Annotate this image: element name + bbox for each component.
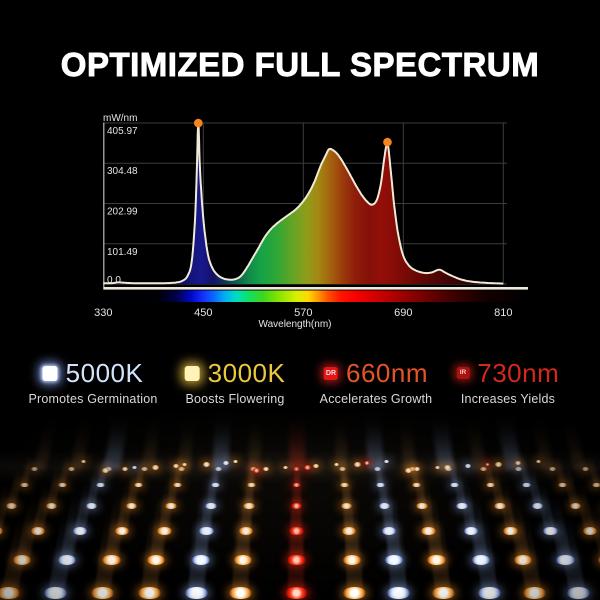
spectrum-area <box>103 124 504 284</box>
peak-marker-dot <box>383 137 392 147</box>
y-axis-tick: 405.97 <box>107 126 138 137</box>
feature-value-row: IR 730nm <box>456 358 560 388</box>
feature-value-row: 3000K <box>184 358 286 388</box>
light-streak <box>187 514 211 594</box>
light-streak <box>343 514 363 594</box>
spectrum-chart: mW/nm 405.97 304.48 202.99 101.49 0.0 330 450 57… <box>94 113 529 330</box>
x-axis-tick: 330 <box>94 307 112 319</box>
warm-white-led-icon <box>184 365 200 381</box>
y-axis-tick: 304.48 <box>107 166 138 177</box>
peak-marker-dot <box>194 118 203 128</box>
led-dot <box>0 527 4 535</box>
feature-value: 5000K <box>65 358 144 388</box>
feature-730nm: IR 730nm Increases Yields <box>456 358 560 406</box>
x-axis-tick: 810 <box>494 307 512 319</box>
y-axis-tick: 101.49 <box>107 247 138 258</box>
led-dot <box>387 586 411 600</box>
horizon-glow <box>0 450 600 484</box>
led-dot <box>0 586 21 600</box>
led-dot <box>343 586 367 600</box>
led-dot <box>44 586 68 600</box>
x-axis-tick: 570 <box>294 307 312 319</box>
x-axis-line <box>103 287 529 290</box>
feature-value-row: 5000K <box>28 360 157 386</box>
led-dot <box>431 586 455 600</box>
led-dot <box>566 586 590 600</box>
led-dot <box>284 586 308 600</box>
light-streak <box>426 514 451 594</box>
feature-value: 660nm <box>345 358 428 388</box>
feature-label: Increases Yields <box>460 392 556 406</box>
y-axis-title: mW/nm <box>103 113 137 124</box>
feature-value: 3000K <box>207 358 286 388</box>
feature-value: 730nm <box>477 358 560 388</box>
x-axis-title: Wavelength(nm) <box>259 319 332 330</box>
y-axis-tick: 0.0 <box>107 275 121 286</box>
led-dot <box>522 586 546 600</box>
feature-3000k: 3000K Boosts Flowering <box>184 358 286 406</box>
light-streak <box>385 514 407 594</box>
led-dot <box>228 586 252 600</box>
cool-white-led-icon <box>42 365 58 381</box>
led-dot <box>90 586 114 600</box>
feature-value-row: DR 660nm <box>320 360 433 386</box>
feature-660nm: DR 660nm Accelerates Growth <box>320 360 433 406</box>
deep-red-led-icon: DR <box>323 366 338 380</box>
light-streak <box>288 514 305 594</box>
led-dot <box>137 586 161 600</box>
feature-label: Accelerates Growth <box>319 392 433 406</box>
feature-5000k: 5000K Promotes Germination <box>28 360 157 406</box>
led-array-photo <box>0 412 600 600</box>
infrared-led-icon: IR <box>456 367 470 379</box>
feature-label: Promotes Germination <box>28 392 158 406</box>
led-dot <box>184 586 208 600</box>
feature-label: Boosts Flowering <box>185 392 285 406</box>
spectrum-curve <box>103 123 504 285</box>
page-title: OPTIMIZED FULL SPECTRUM <box>60 46 540 84</box>
light-streak <box>232 514 252 594</box>
x-axis-tick: 450 <box>194 307 212 319</box>
led-dot <box>478 586 502 600</box>
y-axis-tick: 202.99 <box>107 206 138 217</box>
spectrum-colorbar <box>103 290 529 302</box>
x-axis-tick: 690 <box>394 307 412 319</box>
